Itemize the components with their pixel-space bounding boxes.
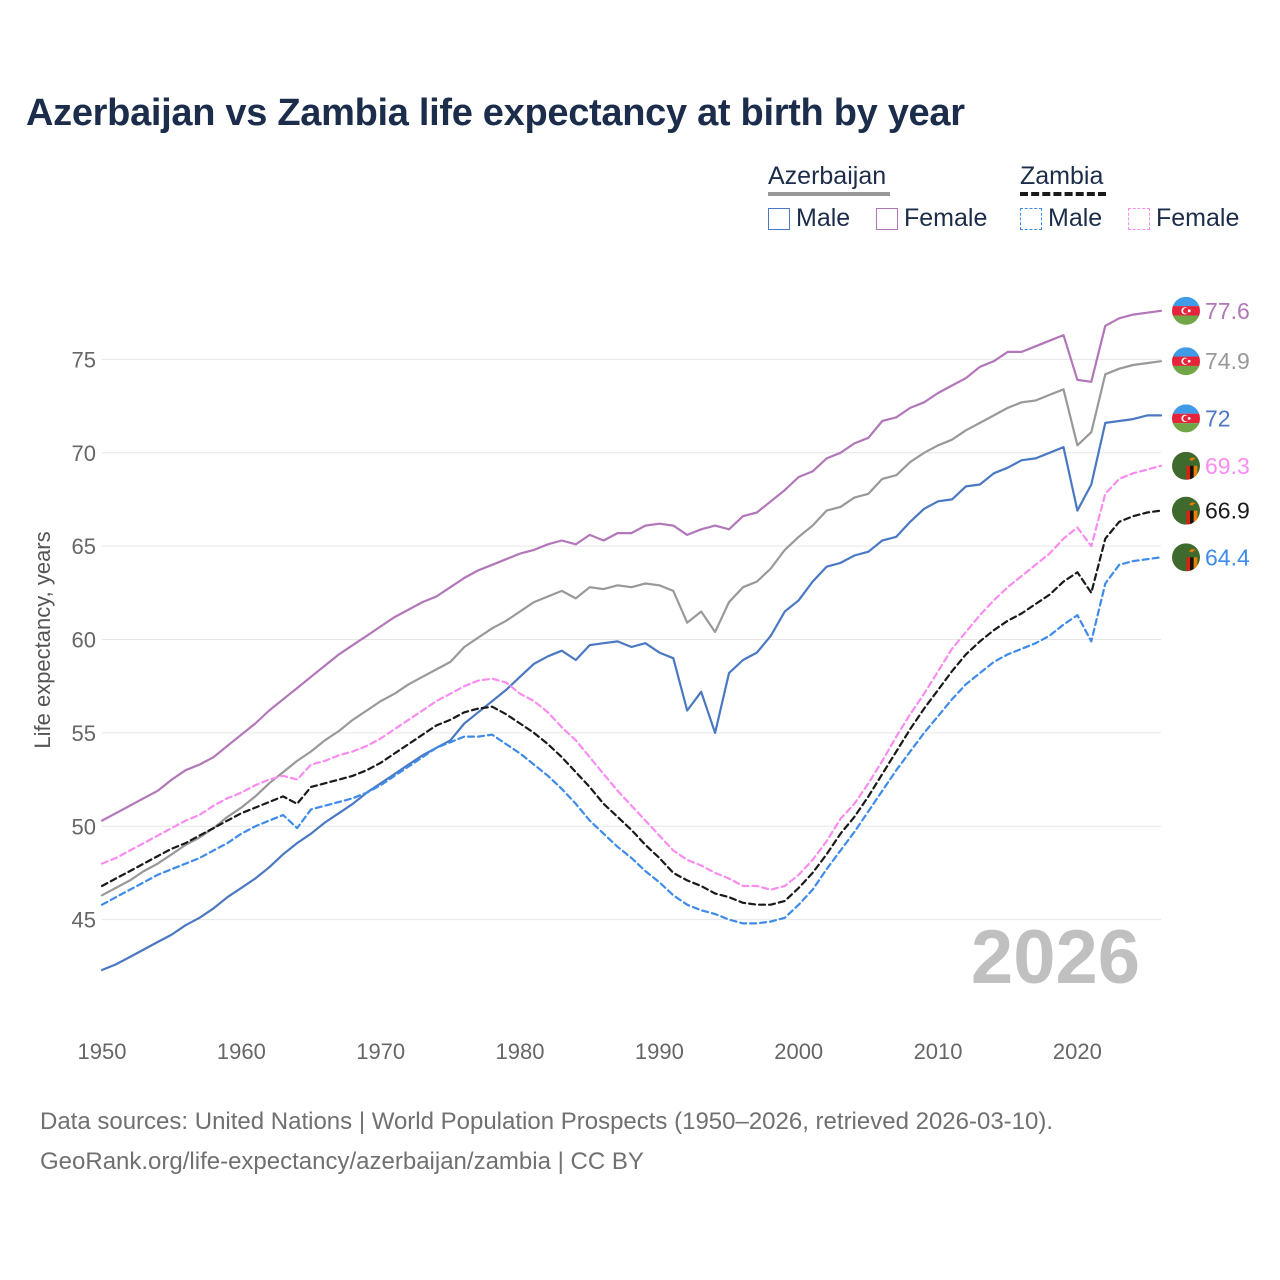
y-tick-label-75: 75 bbox=[72, 347, 96, 372]
az_female-flag-icon bbox=[1172, 296, 1200, 325]
series-line-az_total bbox=[100, 360, 1163, 897]
legend-label-zm-female: Female bbox=[1156, 204, 1240, 232]
series-line-zm_male bbox=[100, 556, 1163, 925]
legend-label-zm-male: Male bbox=[1048, 204, 1103, 232]
zm_male-flag-icon bbox=[1172, 543, 1200, 572]
legend-item-azerbaijan-male[interactable]: Male bbox=[768, 204, 850, 233]
y-tick-label-55: 55 bbox=[72, 721, 96, 746]
legend-swatch-az-male bbox=[768, 207, 790, 230]
year-watermark: 2026 bbox=[971, 915, 1140, 1000]
line-chart: 45 50 55 60 65 70 75 1950 1960 1970 1980 1990 2000 2… bbox=[30, 296, 1250, 1064]
legend-swatch-zm-male bbox=[1020, 207, 1042, 230]
legend-azerbaijan-line bbox=[768, 192, 890, 196]
legend-azerbaijan-title: Azerbaijan bbox=[768, 162, 887, 190]
legend-swatch-zm-female bbox=[1128, 207, 1150, 230]
x-tick-label-1990: 1990 bbox=[635, 1039, 684, 1064]
end-label-zm_total: 66.9 bbox=[1205, 498, 1250, 524]
az_total-flag-icon bbox=[1172, 347, 1200, 376]
source-line-2: GeoRank.org/life-expectancy/azerbaijan/z… bbox=[40, 1148, 644, 1175]
source-line-1: Data sources: United Nations | World Pop… bbox=[40, 1108, 1054, 1135]
y-tick-label-50: 50 bbox=[72, 814, 96, 839]
legend-zambia-line bbox=[1020, 192, 1106, 196]
series-line-zm_female bbox=[100, 464, 1163, 891]
y-tick-label-60: 60 bbox=[72, 628, 96, 653]
series-line-az_male bbox=[100, 414, 1163, 972]
end-label-az_female: 77.6 bbox=[1205, 298, 1250, 324]
series-line-zm_total bbox=[100, 509, 1163, 906]
legend-item-zambia-male[interactable]: Male bbox=[1020, 204, 1102, 233]
end-label-az_total: 74.9 bbox=[1205, 348, 1250, 374]
end-label-zm_male: 64.4 bbox=[1205, 544, 1250, 570]
y-tick-label-45: 45 bbox=[72, 908, 96, 933]
chart-title: Azerbaijan vs Zambia life expectancy at … bbox=[26, 92, 965, 134]
legend-azerbaijan: Azerbaijan Male Female bbox=[768, 162, 1008, 242]
y-axis-label: Life expectancy, years bbox=[30, 531, 55, 748]
x-tick-label-2010: 2010 bbox=[914, 1039, 963, 1064]
x-tick-label-1960: 1960 bbox=[217, 1039, 266, 1064]
grid-lines bbox=[102, 358, 1161, 921]
end-labels: 77.6 74.9 72 69.3 66.9 64.4 bbox=[1172, 296, 1250, 572]
x-tick-label-1970: 1970 bbox=[356, 1039, 405, 1064]
legend-item-zambia-female[interactable]: Female bbox=[1128, 204, 1239, 233]
x-tick-label-1950: 1950 bbox=[78, 1039, 127, 1064]
x-axis-ticks: 1950 1960 1970 1980 1990 2000 2010 2020 bbox=[78, 1039, 1102, 1064]
legend-swatch-az-female bbox=[876, 207, 898, 230]
end-label-az_male: 72 bbox=[1205, 405, 1231, 431]
series-lines bbox=[100, 309, 1163, 972]
az_male-flag-icon bbox=[1172, 404, 1200, 433]
x-tick-label-1980: 1980 bbox=[496, 1039, 545, 1064]
zm_female-flag-icon bbox=[1172, 451, 1200, 480]
legend-label-az-female: Female bbox=[904, 204, 988, 232]
y-tick-label-70: 70 bbox=[72, 441, 96, 466]
legend-label-az-male: Male bbox=[796, 204, 851, 232]
legend-zambia: Zambia Male Female bbox=[1020, 162, 1270, 242]
legend-item-azerbaijan-female[interactable]: Female bbox=[876, 204, 987, 233]
series-line-az_female bbox=[100, 309, 1163, 822]
legend-zambia-title: Zambia bbox=[1020, 162, 1104, 190]
x-tick-label-2000: 2000 bbox=[774, 1039, 823, 1064]
x-tick-label-2020: 2020 bbox=[1053, 1039, 1102, 1064]
zm_total-flag-icon bbox=[1172, 496, 1200, 525]
y-tick-label-65: 65 bbox=[72, 534, 96, 559]
y-axis-ticks: 45 50 55 60 65 70 75 bbox=[72, 347, 96, 932]
end-label-zm_female: 69.3 bbox=[1205, 453, 1250, 479]
